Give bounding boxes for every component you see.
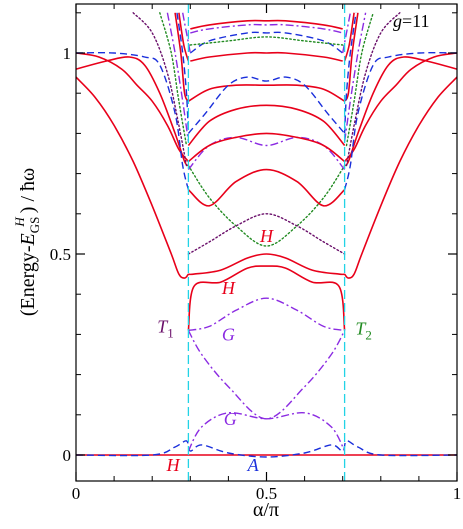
series-A-dashed-37	[343, 12, 357, 134]
series-H-solid-39	[343, 12, 355, 62]
series-A-dashed-16	[187, 76, 346, 134]
series-H-solid-21	[343, 76, 457, 279]
x-tick-label-1: 0.5	[256, 484, 277, 503]
series-T2-dotted-30	[159, 12, 188, 147]
annotation-T2: T2	[355, 318, 372, 342]
y-axis-title-e: E	[17, 233, 39, 246]
x-axis-title: α/π	[253, 499, 279, 521]
series-T1-dotted-28	[132, 12, 188, 167]
series-H-solid-5	[187, 265, 346, 331]
series-H-solid-6	[188, 253, 345, 276]
series-layer	[76, 12, 457, 458]
x-tick-label-2: 1	[453, 484, 462, 503]
series-G-dashdot-33	[343, 12, 367, 142]
annotation-H-bottom: H	[166, 455, 181, 475]
series-T2-dotted-31	[345, 12, 374, 147]
series-A-dashed-27	[343, 51, 457, 190]
annotation-A-bottom: A	[247, 455, 260, 475]
series-H-solid-11	[187, 132, 346, 163]
series-G-dashdot-41	[342, 12, 351, 54]
y-axis-title-suffix: ) / ħω	[17, 168, 39, 213]
series-G-dashdot-2	[187, 411, 346, 452]
guide-layer	[187, 4, 346, 481]
y-axis-title-sup: H	[12, 217, 27, 228]
series-H-solid-9	[187, 168, 346, 207]
x-tick-label-0: 0	[72, 484, 81, 503]
series-A-dashed-1	[76, 440, 457, 458]
series-H-solid-14	[190, 51, 343, 62]
y-axis-title-prefix: (Energy-	[17, 245, 39, 316]
y-axis-title-sub: GS	[27, 217, 42, 234]
series-G-dashdot-4	[188, 297, 345, 332]
plot-background	[76, 4, 457, 481]
series-T1-dotted-8	[187, 213, 346, 255]
annotation-H-mid: H	[221, 278, 236, 298]
series-A-dashed-17	[189, 31, 344, 54]
annotation-T1: T1	[157, 316, 174, 340]
series-A-dashed-36	[176, 12, 190, 134]
series-H-solid-25	[343, 52, 457, 163]
y-tick-label-2: 1	[63, 44, 72, 63]
series-H-solid-38	[178, 12, 190, 62]
series-T1-dotted-29	[345, 12, 401, 167]
series-H-solid-15	[190, 19, 343, 30]
tick-layer: 0 0.5 1 0 0.5 1	[50, 4, 462, 503]
annotation-H-upper: H	[259, 226, 274, 246]
series-G-dashdot-3	[187, 330, 346, 420]
series-G-dashdot-40	[182, 12, 191, 54]
annotation-G-upper: G	[222, 324, 235, 344]
series-H-solid-12	[187, 104, 346, 147]
series-H-solid-34	[174, 12, 190, 102]
series-T2-dotted-19	[189, 36, 344, 46]
annotation-g-param: g=11	[393, 11, 429, 31]
y-tick-label-1: 0.5	[50, 245, 71, 264]
annotation-layer: g=11 H H G G T1 T2 H A	[157, 11, 429, 475]
series-A-dashed-26	[76, 51, 190, 190]
series-H-solid-20	[76, 76, 190, 279]
series-G-dashdot-32	[166, 12, 190, 142]
series-H-solid-24	[76, 52, 190, 163]
y-tick-label-0: 0	[63, 446, 72, 465]
svg-text:(Energy-EGSH) / ħω: (Energy-EGSH ) / ħω	[12, 168, 42, 316]
y-axis-title: (Energy-EGSH ) / ħω	[12, 168, 42, 316]
series-G-dashdot-18	[190, 23, 343, 34]
annotation-G-lower: G	[224, 409, 237, 429]
series-H-solid-13	[187, 84, 346, 102]
